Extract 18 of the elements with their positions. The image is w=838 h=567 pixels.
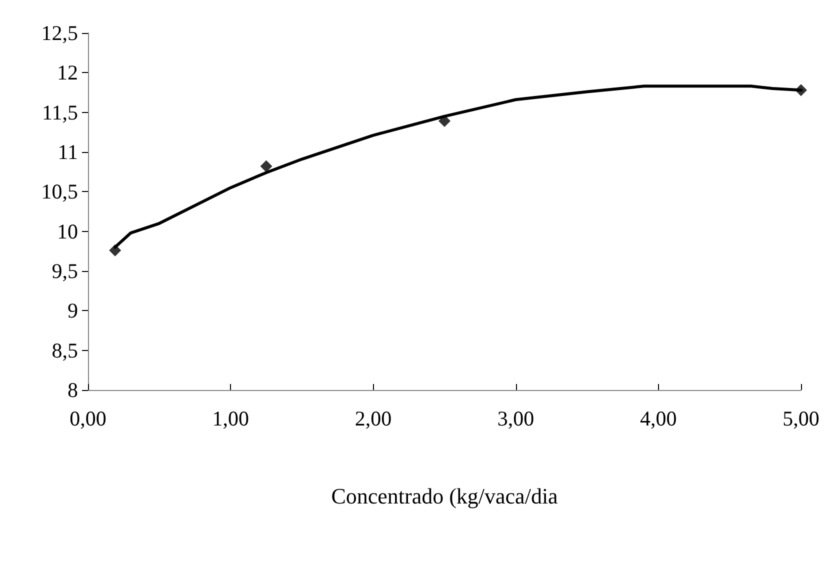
y-tick-label: 9,5 bbox=[52, 259, 78, 283]
x-axis-title: Concentrado (kg/vaca/dia bbox=[331, 484, 558, 508]
y-tick-label: 11 bbox=[58, 140, 78, 164]
y-tick-label: 10,5 bbox=[41, 180, 78, 204]
x-tick-label: 3,00 bbox=[497, 406, 534, 430]
point bbox=[260, 160, 272, 172]
y-tick-label: 12 bbox=[57, 60, 78, 85]
y-tick-label: 10 bbox=[57, 219, 78, 244]
y-tick-label: 11,5 bbox=[42, 100, 78, 124]
y-tick-label: 12,5 bbox=[41, 21, 78, 45]
y-tick-label: 8 bbox=[68, 378, 78, 402]
y-tick-label: 9 bbox=[68, 298, 78, 323]
x-tick-label: 2,00 bbox=[354, 406, 392, 430]
x-tick-label: 4,00 bbox=[640, 406, 677, 430]
x-tick-label: 5,00 bbox=[782, 406, 820, 430]
x-tick-label: 1,00 bbox=[212, 406, 249, 430]
y-tick-label: 8,5 bbox=[52, 338, 78, 362]
x-tick-label: 0,00 bbox=[70, 406, 106, 430]
